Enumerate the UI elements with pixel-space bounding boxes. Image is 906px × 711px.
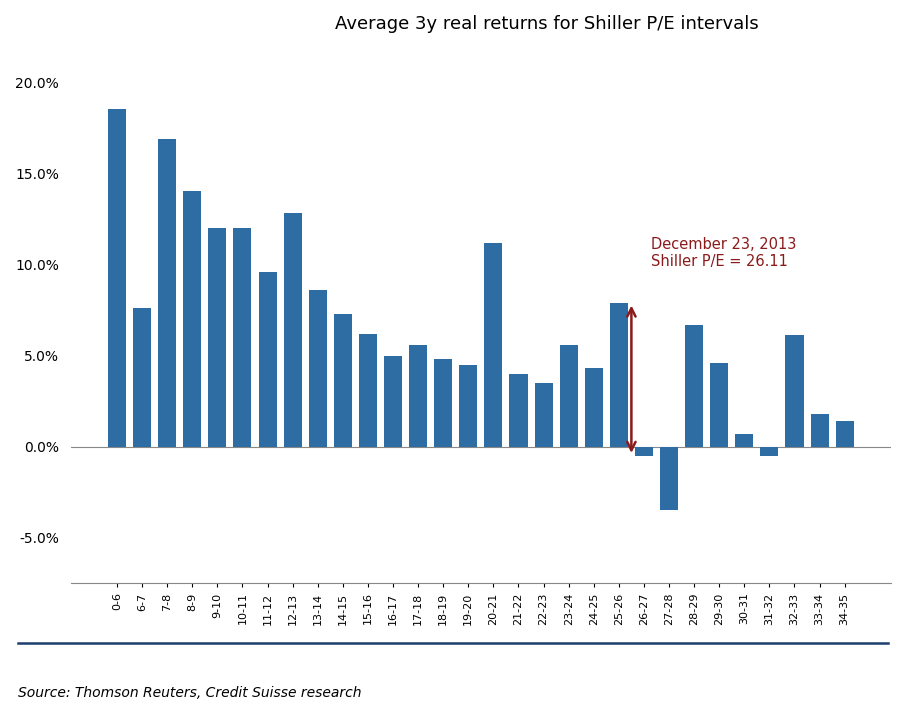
Bar <box>560 345 578 447</box>
Bar <box>333 314 352 447</box>
Bar <box>183 191 201 447</box>
Bar <box>635 447 653 456</box>
Bar <box>159 139 177 447</box>
Bar <box>610 303 628 447</box>
Bar <box>811 414 829 447</box>
Bar <box>359 333 377 447</box>
Text: December 23, 2013
Shiller P/E = 26.11: December 23, 2013 Shiller P/E = 26.11 <box>651 237 797 269</box>
Bar <box>459 365 477 447</box>
Bar <box>309 290 327 447</box>
Bar <box>535 383 553 447</box>
Bar <box>234 228 252 447</box>
Bar <box>584 368 602 447</box>
Text: Source: Thomson Reuters, Credit Suisse research: Source: Thomson Reuters, Credit Suisse r… <box>18 686 361 700</box>
Bar <box>760 447 778 456</box>
Bar <box>208 228 226 447</box>
Bar <box>133 308 151 447</box>
Bar <box>835 421 853 447</box>
Bar <box>660 447 678 510</box>
Bar <box>509 374 527 447</box>
Bar <box>410 345 427 447</box>
Bar <box>485 242 503 447</box>
Bar <box>108 109 126 447</box>
Bar <box>710 363 728 447</box>
Bar <box>736 434 754 447</box>
Bar <box>434 359 452 447</box>
Bar <box>384 356 402 447</box>
Bar <box>685 324 703 447</box>
Bar <box>786 336 804 447</box>
Title: Average 3y real returns for Shiller P/E intervals: Average 3y real returns for Shiller P/E … <box>334 15 758 33</box>
Bar <box>284 213 302 447</box>
Bar <box>258 272 276 447</box>
